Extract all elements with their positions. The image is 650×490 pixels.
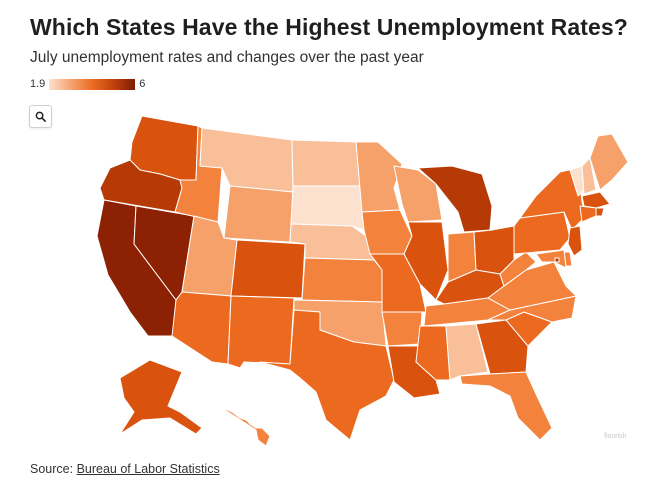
source-prefix: Source: — [30, 462, 77, 476]
state-ri[interactable] — [595, 207, 605, 217]
color-legend: 1.9 6 — [30, 77, 145, 91]
state-ak[interactable] — [119, 359, 203, 435]
state-sd[interactable] — [290, 185, 365, 231]
search-icon — [35, 111, 46, 122]
page-title: Which States Have the Highest Unemployme… — [30, 14, 628, 40]
state-wy[interactable] — [223, 185, 294, 243]
state-ga[interactable] — [475, 319, 529, 375]
state-mn[interactable] — [355, 141, 403, 213]
state-ms[interactable] — [415, 325, 451, 381]
page-subtitle: July unemployment rates and changes over… — [30, 49, 424, 66]
state-ks[interactable] — [301, 257, 383, 303]
state-wi[interactable] — [393, 165, 443, 223]
watermark: flourish — [604, 433, 627, 440]
state-co[interactable] — [230, 239, 306, 299]
state-ny[interactable] — [519, 167, 587, 231]
state-ct[interactable] — [579, 205, 597, 223]
state-pa[interactable] — [513, 211, 571, 255]
state-nj[interactable] — [567, 225, 583, 257]
state-nd[interactable] — [291, 139, 361, 187]
state-dc[interactable] — [554, 257, 560, 263]
state-ar[interactable] — [381, 311, 423, 347]
state-hi[interactable] — [221, 407, 271, 447]
state-ma[interactable] — [581, 191, 611, 209]
state-fl[interactable] — [459, 371, 553, 441]
state-nm[interactable] — [227, 295, 295, 369]
legend-min-label: 1.9 — [30, 78, 46, 90]
source-link[interactable]: Bureau of Labor Statistics — [76, 462, 220, 476]
zoom-button[interactable] — [29, 105, 52, 128]
source-footer: Source: Bureau of Labor Statistics — [30, 462, 220, 476]
state-nh[interactable] — [581, 157, 597, 195]
legend-gradient-bar — [49, 78, 136, 90]
state-ia[interactable] — [361, 209, 413, 255]
state-me[interactable] — [589, 133, 629, 191]
state-wv[interactable] — [499, 251, 537, 287]
state-tx[interactable] — [259, 309, 395, 441]
state-il[interactable] — [403, 221, 449, 301]
state-az[interactable] — [171, 291, 232, 365]
legend-max-label: 6 — [139, 78, 146, 90]
state-al[interactable] — [445, 323, 489, 381]
state-md[interactable] — [535, 249, 567, 269]
